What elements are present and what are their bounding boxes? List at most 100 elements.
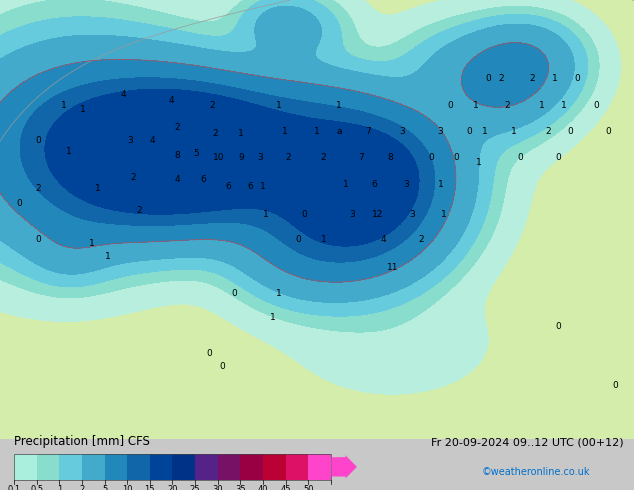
Text: 3: 3: [403, 180, 409, 189]
Bar: [286, 454, 308, 480]
Text: 1: 1: [539, 101, 545, 110]
Text: 1: 1: [95, 184, 101, 193]
Text: 1: 1: [105, 252, 111, 261]
Text: 25: 25: [190, 485, 200, 490]
Text: 0: 0: [35, 235, 41, 244]
Text: 1: 1: [437, 180, 444, 189]
Text: 11: 11: [387, 263, 399, 272]
Text: 0: 0: [555, 153, 561, 162]
Text: 3: 3: [257, 153, 263, 162]
FancyArrow shape: [332, 455, 357, 478]
Text: 1: 1: [314, 127, 320, 136]
Text: 0.1: 0.1: [8, 485, 20, 490]
Text: 0: 0: [605, 127, 612, 136]
Text: 2: 2: [36, 184, 41, 193]
Text: 2: 2: [505, 101, 510, 110]
Text: 1: 1: [510, 127, 517, 136]
Text: Fr 20-09-2024 09..12 UTC (00+12): Fr 20-09-2024 09..12 UTC (00+12): [431, 438, 624, 448]
Text: 0: 0: [231, 289, 238, 298]
Text: 1: 1: [472, 101, 479, 110]
Text: 1: 1: [342, 180, 349, 189]
Text: 0: 0: [466, 127, 472, 136]
Text: ©weatheronline.co.uk: ©weatheronline.co.uk: [482, 467, 590, 477]
Text: 3: 3: [437, 127, 444, 136]
Text: 1: 1: [65, 147, 72, 156]
Text: 2: 2: [419, 235, 424, 244]
Text: 0: 0: [485, 74, 491, 83]
Text: 2: 2: [175, 122, 180, 132]
Text: 15: 15: [145, 485, 155, 490]
Text: 1: 1: [269, 314, 276, 322]
Text: 0: 0: [206, 348, 212, 358]
Text: 7: 7: [358, 153, 365, 162]
Text: 4: 4: [150, 136, 155, 145]
Text: 2: 2: [546, 127, 551, 136]
Text: 0: 0: [593, 101, 599, 110]
Text: 6: 6: [225, 182, 231, 191]
Text: 3: 3: [127, 136, 133, 145]
Text: 0: 0: [453, 153, 460, 162]
Text: a: a: [337, 127, 342, 136]
Text: 0: 0: [16, 199, 22, 208]
Text: 5: 5: [102, 485, 107, 490]
Bar: [59, 454, 82, 480]
Text: 30: 30: [212, 485, 223, 490]
Text: 8: 8: [387, 153, 393, 162]
Bar: [150, 454, 172, 480]
Text: 1: 1: [336, 101, 342, 110]
Text: 7: 7: [365, 127, 371, 136]
Text: 4: 4: [175, 175, 180, 184]
Text: 2: 2: [210, 101, 215, 110]
Text: 0: 0: [428, 153, 434, 162]
Text: 1: 1: [320, 235, 327, 244]
Text: 10: 10: [213, 153, 224, 162]
Text: 3: 3: [409, 210, 415, 220]
Text: 3: 3: [399, 127, 406, 136]
Text: 1: 1: [552, 74, 558, 83]
Text: 8: 8: [174, 151, 181, 160]
Text: 0: 0: [612, 381, 618, 391]
Text: 6: 6: [247, 182, 254, 191]
Text: 3: 3: [349, 210, 355, 220]
Text: 45: 45: [280, 485, 291, 490]
Text: 0: 0: [447, 101, 453, 110]
Text: 2: 2: [498, 74, 503, 83]
Text: 4: 4: [121, 90, 126, 99]
Text: 0: 0: [35, 136, 41, 145]
Bar: [37, 454, 59, 480]
Text: 1: 1: [282, 127, 288, 136]
Bar: [105, 454, 127, 480]
Text: 0: 0: [295, 235, 301, 244]
Text: 40: 40: [258, 485, 268, 490]
Bar: [240, 454, 263, 480]
Text: 10: 10: [122, 485, 133, 490]
Bar: [263, 454, 286, 480]
Text: 0: 0: [301, 210, 307, 220]
Bar: [127, 454, 150, 480]
Text: 4: 4: [381, 235, 386, 244]
Text: 1: 1: [56, 485, 62, 490]
Text: 2: 2: [213, 129, 218, 138]
Text: 35: 35: [235, 485, 246, 490]
Text: 1: 1: [561, 101, 567, 110]
Text: 1: 1: [476, 158, 482, 167]
Text: 2: 2: [131, 173, 136, 182]
Text: 1: 1: [263, 210, 269, 220]
Text: 1: 1: [276, 101, 282, 110]
Text: 6: 6: [371, 180, 377, 189]
Text: 6: 6: [200, 175, 206, 184]
Text: 5: 5: [193, 149, 200, 158]
Text: 9: 9: [238, 153, 244, 162]
Text: 0.5: 0.5: [30, 485, 43, 490]
Text: 1: 1: [89, 239, 95, 248]
Text: 0: 0: [219, 362, 225, 371]
Text: 1: 1: [238, 129, 244, 138]
Text: 12: 12: [372, 210, 383, 220]
Bar: [195, 454, 217, 480]
Text: 2: 2: [79, 485, 84, 490]
Text: 0: 0: [517, 153, 523, 162]
Text: 2: 2: [530, 74, 535, 83]
Text: 1: 1: [441, 210, 447, 220]
Bar: [308, 454, 331, 480]
Text: 0: 0: [555, 322, 561, 331]
